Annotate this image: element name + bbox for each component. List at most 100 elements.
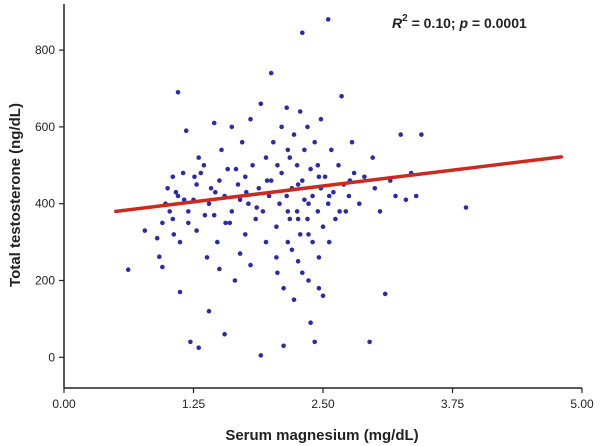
- data-point: [213, 189, 218, 195]
- data-point: [243, 174, 248, 180]
- data-point: [297, 109, 303, 114]
- data-point: [215, 239, 220, 245]
- data-point: [297, 232, 303, 237]
- data-point: [217, 178, 222, 183]
- data-point: [256, 186, 262, 191]
- data-point: [346, 193, 352, 199]
- data-point: [154, 235, 160, 241]
- data-point: [333, 216, 338, 222]
- data-point: [268, 70, 274, 76]
- data-point: [419, 132, 424, 137]
- data-point: [170, 174, 176, 180]
- data-point: [393, 193, 398, 199]
- data-point: [268, 178, 274, 183]
- data-point: [243, 232, 248, 237]
- data-point: [339, 93, 344, 99]
- data-point: [196, 345, 201, 351]
- data-point: [306, 278, 311, 283]
- data-point: [279, 124, 284, 130]
- r2-value: = 0.10;: [408, 15, 460, 31]
- data-point: [173, 189, 179, 195]
- data-point: [204, 255, 210, 260]
- data-point: [165, 186, 170, 191]
- data-point: [281, 343, 286, 349]
- data-point: [227, 220, 233, 226]
- data-point: [264, 178, 270, 183]
- data-point: [198, 170, 204, 176]
- data-point: [206, 201, 212, 206]
- data-point: [279, 170, 284, 176]
- data-point: [222, 331, 227, 337]
- data-point: [183, 128, 189, 133]
- data-point: [192, 174, 197, 180]
- data-point: [326, 193, 332, 199]
- data-point: [235, 182, 241, 187]
- data-point: [285, 209, 291, 214]
- data-point: [142, 228, 148, 233]
- data-point: [275, 270, 280, 276]
- data-point: [331, 189, 336, 195]
- y-tick-label: 400: [35, 197, 55, 211]
- r2-superscript: 2: [402, 13, 408, 24]
- data-point: [263, 155, 269, 160]
- data-point: [308, 166, 313, 172]
- data-point: [160, 264, 165, 270]
- data-point: [362, 174, 367, 180]
- data-point: [302, 197, 307, 203]
- data-point: [287, 155, 293, 160]
- data-point: [284, 193, 290, 199]
- data-point: [244, 189, 249, 195]
- data-point: [285, 239, 291, 245]
- data-point: [211, 120, 217, 126]
- x-tick-label: 0.00: [52, 397, 76, 411]
- data-point: [263, 239, 269, 245]
- data-point: [316, 174, 322, 180]
- data-point: [294, 209, 300, 214]
- data-point: [160, 220, 165, 226]
- data-point: [281, 285, 286, 291]
- r2-annotation: R2 = 0.10; p = 0.0001: [392, 13, 527, 31]
- data-point: [320, 224, 326, 229]
- data-point: [326, 239, 332, 245]
- data-point: [274, 224, 279, 229]
- data-point: [325, 201, 331, 206]
- data-point: [413, 193, 419, 199]
- data-point: [382, 291, 388, 297]
- data-point: [318, 116, 324, 122]
- data-point: [277, 201, 282, 206]
- x-axis-title: Serum magnesium (mg/dL): [225, 427, 418, 444]
- regression-line: [114, 155, 564, 214]
- data-point: [289, 247, 295, 253]
- data-point: [171, 232, 177, 237]
- data-point: [315, 209, 321, 214]
- data-point: [175, 193, 181, 199]
- data-point: [201, 163, 207, 168]
- y-axis-title: Total testosterone (ng/dL): [7, 103, 24, 287]
- data-point: [125, 267, 131, 273]
- data-point: [177, 289, 183, 295]
- data-point: [254, 205, 259, 210]
- data-points: [125, 17, 469, 358]
- data-point: [322, 174, 328, 180]
- data-point: [175, 90, 181, 95]
- regression-line-group: [114, 155, 564, 214]
- data-point: [370, 155, 376, 160]
- data-point: [186, 220, 191, 226]
- data-point: [275, 163, 280, 168]
- data-point: [285, 147, 291, 153]
- data-point: [351, 170, 357, 176]
- data-point: [233, 166, 239, 172]
- data-point: [316, 285, 322, 291]
- data-point: [337, 209, 342, 214]
- x-tick-label: 1.25: [182, 397, 206, 411]
- y-tick-label: 800: [35, 43, 55, 57]
- data-point: [194, 228, 199, 233]
- data-point: [377, 209, 383, 214]
- data-point: [316, 255, 322, 260]
- y-tick-label: 200: [35, 273, 55, 287]
- data-point: [202, 212, 208, 218]
- data-point: [211, 212, 217, 218]
- data-point: [266, 193, 272, 199]
- data-point: [229, 209, 235, 214]
- data-point: [312, 139, 318, 145]
